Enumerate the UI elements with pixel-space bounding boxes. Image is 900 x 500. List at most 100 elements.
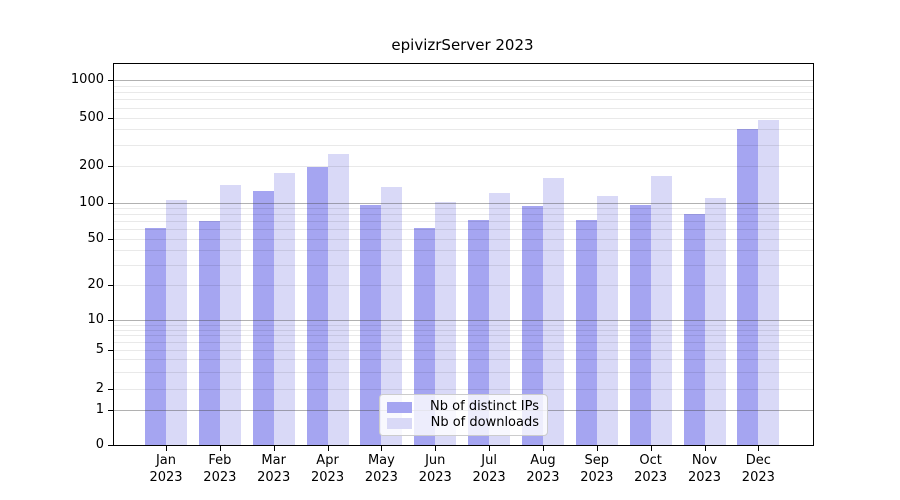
bar-downloads bbox=[435, 201, 457, 445]
x-tick-label: Dec 2023 bbox=[741, 453, 775, 485]
y-tick bbox=[108, 202, 113, 204]
y-tick bbox=[108, 238, 113, 240]
chart-title: epivizrServer 2023 bbox=[391, 36, 534, 54]
legend: Nb of distinct IPs Nb of downloads bbox=[379, 394, 548, 436]
bar-distinct-ips bbox=[737, 128, 759, 445]
y-grid-line-minor bbox=[114, 107, 813, 109]
y-grid-line-minor bbox=[114, 371, 813, 373]
y-grid-line-minor bbox=[114, 389, 813, 391]
bar-distinct-ips bbox=[683, 213, 705, 445]
legend-item: Nb of distinct IPs bbox=[387, 399, 539, 415]
legend-swatch bbox=[387, 417, 412, 429]
x-tick-label: Nov 2023 bbox=[687, 453, 722, 485]
legend-item: Nb of downloads bbox=[387, 415, 539, 431]
y-grid-line-minor bbox=[114, 324, 813, 326]
bar-distinct-ips bbox=[468, 220, 490, 445]
y-tick-label: 50 bbox=[87, 230, 104, 246]
x-tick bbox=[435, 446, 437, 451]
y-tick-label: 200 bbox=[79, 157, 104, 173]
y-tick-label: 0 bbox=[95, 437, 104, 452]
x-tick bbox=[381, 446, 383, 451]
y-tick-label: 500 bbox=[79, 109, 104, 125]
bar-downloads bbox=[650, 176, 672, 445]
y-tick bbox=[108, 349, 113, 351]
x-tick bbox=[542, 446, 544, 451]
y-grid-line-minor bbox=[114, 359, 813, 361]
legend-item-label: Nb of downloads bbox=[430, 415, 539, 430]
y-tick bbox=[108, 445, 113, 446]
y-tick-label: 100 bbox=[79, 194, 104, 210]
x-tick bbox=[758, 446, 760, 451]
x-tick-label: Feb 2023 bbox=[203, 453, 237, 485]
y-tick bbox=[108, 80, 113, 81]
y-grid-line-minor bbox=[114, 341, 813, 343]
y-grid-line-major bbox=[114, 320, 813, 322]
y-grid-line-minor bbox=[114, 285, 813, 287]
y-grid-line-minor bbox=[114, 249, 813, 251]
y-grid-line-minor bbox=[114, 129, 813, 131]
y-tick-label: 1 bbox=[95, 401, 104, 417]
y-grid-line-minor bbox=[114, 85, 813, 87]
y-tick bbox=[108, 117, 113, 119]
y-grid-line-minor bbox=[114, 117, 813, 119]
bar-downloads bbox=[381, 186, 403, 445]
bar-distinct-ips bbox=[629, 204, 651, 445]
y-tick-label: 20 bbox=[87, 277, 104, 293]
y-grid-line-minor bbox=[114, 92, 813, 94]
x-tick bbox=[273, 446, 275, 451]
bar-distinct-ips bbox=[252, 190, 274, 445]
bar-downloads bbox=[166, 200, 187, 445]
y-grid-line-minor bbox=[114, 221, 813, 223]
y-tick-label: 10 bbox=[87, 312, 104, 328]
y-grid-line-minor bbox=[114, 229, 813, 231]
y-grid-line-minor bbox=[114, 99, 813, 101]
y-tick bbox=[108, 285, 113, 287]
bar-downloads bbox=[596, 196, 618, 445]
x-tick-label: Oct 2023 bbox=[634, 453, 668, 485]
x-tick-label: May 2023 bbox=[364, 453, 398, 485]
x-tick bbox=[327, 446, 329, 451]
x-tick bbox=[489, 446, 491, 451]
y-grid-line-minor bbox=[114, 329, 813, 331]
y-tick-label: 1000 bbox=[70, 72, 104, 87]
x-tick-label: Sep 2023 bbox=[580, 453, 614, 485]
x-tick bbox=[704, 446, 706, 451]
x-tick-label: Aug 2023 bbox=[526, 453, 560, 485]
bar-downloads bbox=[327, 154, 349, 445]
bar-downloads bbox=[758, 120, 780, 445]
y-grid-line-minor bbox=[114, 144, 813, 146]
y-grid-line-minor bbox=[114, 165, 813, 167]
bar-distinct-ips bbox=[306, 167, 328, 445]
bar-distinct-ips bbox=[521, 205, 543, 445]
x-tick bbox=[596, 446, 598, 451]
y-grid-line-major bbox=[114, 80, 813, 81]
y-grid-line-major bbox=[114, 202, 813, 204]
x-tick-label: Apr 2023 bbox=[311, 453, 345, 485]
bar-distinct-ips bbox=[575, 219, 597, 445]
y-grid-line-minor bbox=[114, 238, 813, 240]
legend-swatch bbox=[387, 401, 412, 413]
y-tick bbox=[108, 165, 113, 167]
bar-distinct-ips bbox=[414, 227, 436, 445]
bar-distinct-ips bbox=[198, 221, 220, 445]
y-grid-line-minor bbox=[114, 349, 813, 351]
x-tick-label: Jun 2023 bbox=[418, 453, 452, 485]
x-tick-label: Jul 2023 bbox=[472, 453, 506, 485]
y-grid-line-minor bbox=[114, 335, 813, 337]
y-tick-label: 2 bbox=[95, 381, 104, 397]
x-tick bbox=[650, 446, 652, 451]
y-grid-line-minor bbox=[114, 214, 813, 216]
legend-item-label: Nb of distinct IPs bbox=[430, 399, 539, 414]
y-tick-label: 5 bbox=[95, 341, 104, 357]
x-tick bbox=[219, 446, 221, 451]
bar-downloads bbox=[489, 192, 511, 445]
x-tick-label: Mar 2023 bbox=[257, 453, 291, 485]
x-tick-label: Jan 2023 bbox=[149, 453, 183, 485]
y-tick bbox=[108, 409, 113, 411]
bar-downloads bbox=[219, 184, 241, 445]
y-tick bbox=[108, 320, 113, 322]
y-grid-line-minor bbox=[114, 264, 813, 266]
bar-distinct-ips bbox=[145, 227, 166, 445]
y-grid-line-minor bbox=[114, 208, 813, 210]
